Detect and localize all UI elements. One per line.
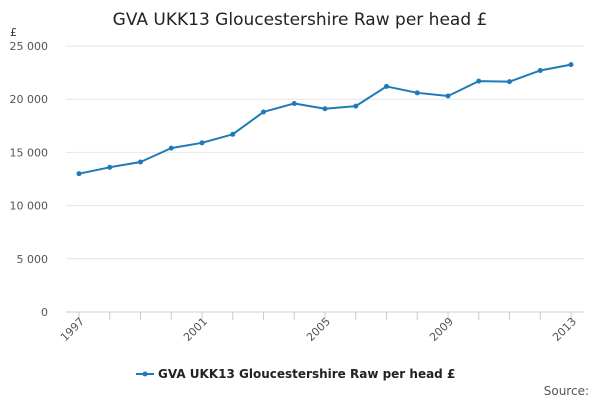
data-point[interactable] [168,145,174,151]
data-point[interactable] [476,78,482,84]
source-label: Source: [544,384,589,398]
data-point[interactable] [414,90,420,96]
x-tick-label: 2005 [304,315,333,344]
data-point[interactable] [291,100,297,106]
data-point[interactable] [199,140,205,146]
y-tick-label: 10 000 [10,200,49,213]
data-point[interactable] [568,62,574,68]
data-point[interactable] [384,83,389,89]
x-tick-label: 1997 [58,315,87,344]
series-line [78,63,572,175]
legend-swatch-marker [142,371,148,377]
legend-entry-label: GVA UKK13 Gloucestershire Raw per head £ [158,367,455,381]
data-point[interactable] [537,67,543,73]
data-point[interactable] [445,93,451,99]
y-axis-ticks: 0 5 000 10 000 15 000 20 000 25 000 [10,40,49,319]
y-tick-label: 25 000 [10,40,49,53]
data-point[interactable] [261,109,266,115]
data-point[interactable] [507,79,512,85]
y-axis-unit-label: £ [10,26,17,39]
x-axis-ticks: 1997 2001 2005 2009 2013 [58,312,579,344]
x-tick-label: 2009 [427,315,456,344]
data-point[interactable] [230,131,236,137]
x-tick-label: 2013 [550,315,579,344]
data-point[interactable] [138,159,143,165]
legend[interactable]: GVA UKK13 Gloucestershire Raw per head £ [136,367,455,381]
data-point[interactable] [322,106,328,112]
x-tick-label: 2001 [181,315,210,344]
chart-title: GVA UKK13 Gloucestershire Raw per head £ [113,10,488,30]
data-point[interactable] [353,103,359,109]
y-tick-label: 15 000 [10,146,49,159]
series-layer [76,62,574,177]
y-tick-label: 5 000 [17,253,49,266]
gridlines [66,45,584,260]
y-tick-label: 0 [41,306,48,319]
data-point[interactable] [76,171,82,177]
y-tick-label: 20 000 [10,93,49,106]
data-point[interactable] [107,164,113,170]
